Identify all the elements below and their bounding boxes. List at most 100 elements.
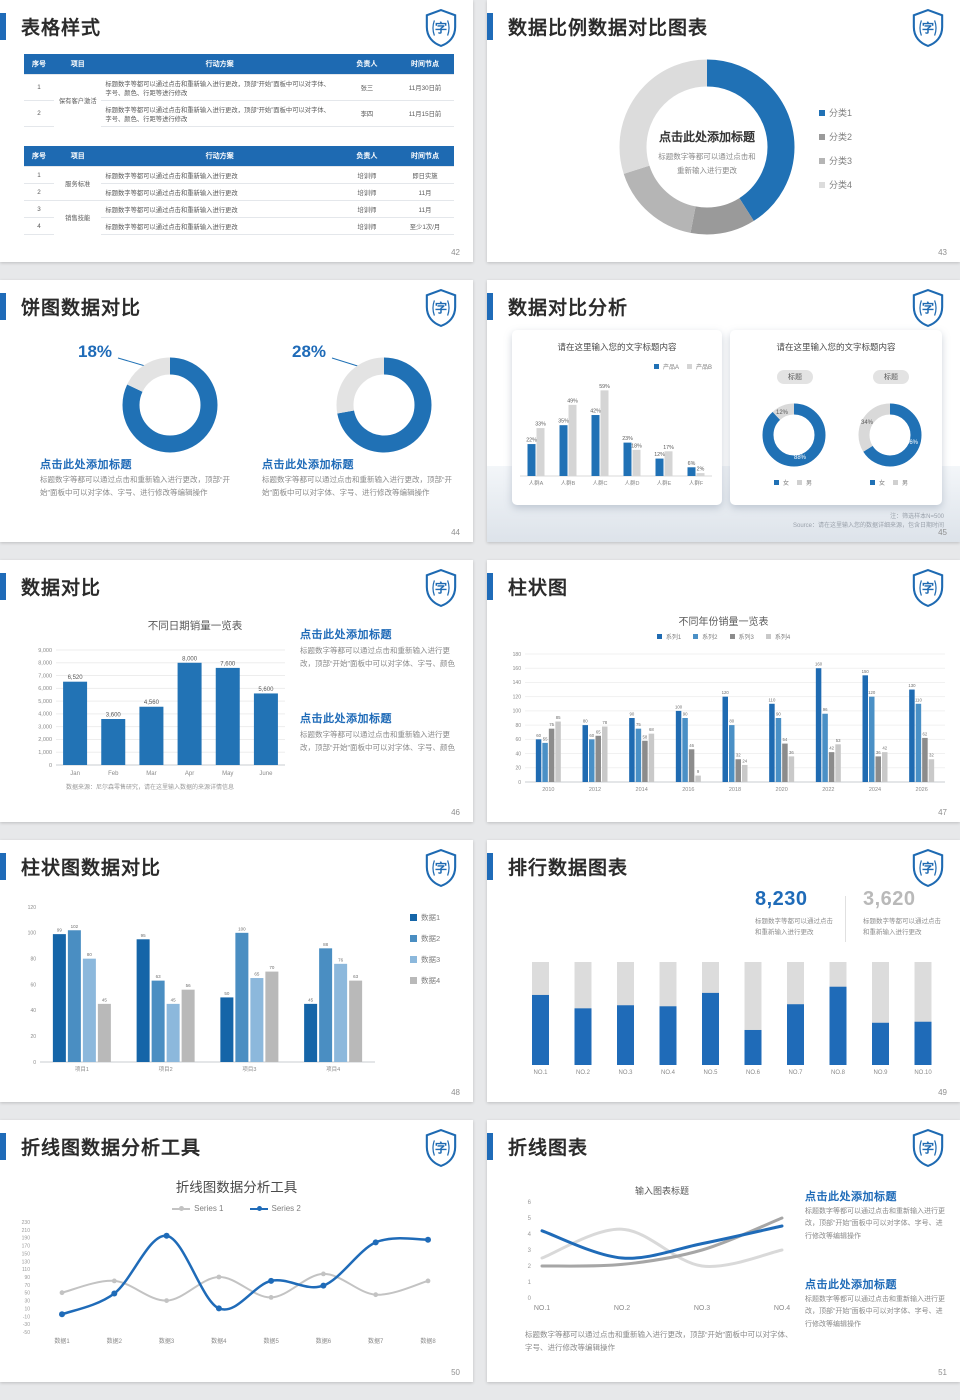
x-tick-label: 数据5 [263,1337,279,1345]
chart-bar [542,742,548,782]
table-cell: 1 [24,166,55,184]
chart-bar [617,1005,634,1065]
slide-42[interactable]: 表格样式 字 序号 项目 行动方案 负责人 时间节点 1 保有客户激活 标题数字等都可以通过点… [0,0,473,262]
x-tick-label: NO.10 [914,1070,932,1076]
y-tick-label: 30 [24,1299,30,1305]
brand-logo-icon: 字 [911,568,945,612]
slide-45[interactable]: 数据对比分析 字 请在这里输入您的文字标题内容 产品A 产品B 22% 33% 人群A… [487,280,960,542]
y-tick-label: 1,000 [38,750,52,756]
legend-item: 男 [893,478,908,487]
line-series-path [540,1224,784,1260]
chart-bar [702,992,719,1065]
chart-bar [729,725,735,782]
legend-label: 女 [783,481,790,487]
table-cell: 服务标准 [54,166,102,201]
x-tick-label: May [222,771,233,777]
legend-item: 数据3 [410,954,440,965]
x-tick-label: NO.6 [746,1070,761,1076]
chart-bar [695,775,701,782]
line-point-dot [216,1274,222,1280]
chart-bar [101,719,126,765]
bar-value-label: 75 [549,722,554,727]
y-tick-label: 7,000 [38,673,52,679]
legend-label: 分类4 [829,180,853,190]
chart-bar [744,1029,762,1065]
bar-value-label: 45 [171,997,177,1002]
x-tick-label: NO.4 [661,1070,676,1076]
y-tick-label: 3 [528,1248,532,1254]
table-header-cell: 行动方案 [101,146,338,167]
x-tick-label: 2026 [916,787,928,793]
chart-bar [602,726,608,782]
y-tick-label: 5 [528,1216,532,1222]
chart-bar [742,764,748,782]
table-cell: 保有客户激活 [54,74,102,127]
slide-title: 折线图表 [508,1138,589,1159]
table-row: 1 服务标准 标题数字等都可以通过点击和重新输入进行更改 培训师 即日实施 [24,166,454,201]
chart-bar [659,1006,677,1065]
y-tick-label: 170 [22,1244,31,1250]
chart-bar [166,1003,180,1062]
y-tick-label: 130 [22,1259,31,1265]
slide-49[interactable]: 排行数据图表 字 8,230 标题数字等都可以通过点击和重新输入进行更改 3,6… [487,840,960,1102]
chart-bar [63,681,88,765]
table-cell: 标题数字等都可以通过点击和重新输入进行更改 [101,200,338,218]
y-tick-label: 2,000 [38,737,52,743]
chart-bar [822,713,828,782]
legend-label: 分类1 [829,108,853,118]
svg-text:字: 字 [922,861,934,876]
bar-value-label: 56 [186,983,192,988]
legend-label: 产品B [695,365,712,371]
chart-bar [304,1003,318,1062]
chart-bar [582,725,588,782]
slide-46[interactable]: 数据对比 字 不同日期销量一览表 9,000 8,000 7,000 6,000 5,0… [0,560,473,822]
y-tick-label: 20 [30,1034,36,1040]
source-note: 数据来源：尼尔森零售研究，请在这里输入数据的来源详情信息 [66,785,235,791]
block-heading: 点击此处添加标题 [262,459,354,471]
chart-bar [151,980,165,1062]
slide-47[interactable]: 柱状图 字 不同年份销量一览表 系列1 系列2 系列3 系列4 0 20 40 60 80 10… [487,560,960,822]
svg-text:字: 字 [922,301,934,316]
chart-bar [815,668,822,782]
legend-label: 数据1 [421,913,441,922]
slide-44[interactable]: 饼图数据对比 字 18% 28% 点击此处添加标题 标题数字等都可以通过点击和重… [0,280,473,542]
bar-value-label: 59% [599,384,610,390]
legend-swatch-icon [410,914,417,921]
chart-bar [869,696,875,782]
series-legend: 系列1 系列2 系列3 系列4 [487,632,960,641]
slide-48[interactable]: 柱状图数据对比 字 0 20 40 60 80 100 120 99 102 80 45 项目1 95 6… [0,840,473,1102]
y-tick-label: 40 [515,751,521,757]
bar-value-label: 50 [224,991,230,996]
bar-value-label: 130 [908,683,916,688]
legend-swatch-icon [893,480,899,485]
x-tick-label: 人群A [529,479,544,487]
line-series-path [540,1227,784,1268]
bar-value-label: 54 [783,737,788,742]
slide-title: 柱状图 [508,578,569,599]
brand-logo-icon: 字 [911,288,945,332]
table-cell: 标题数字等都可以通过点击和重新输入进行更改 [101,217,338,235]
stat-divider [845,896,846,942]
chart-bar [782,743,788,782]
legend-label: 系列2 [702,635,718,641]
table-header-cell: 项目 [54,146,102,167]
bar-value-label: 75 [636,722,641,727]
title-accent-bar [487,853,493,880]
bar-value-label: 90 [683,712,688,717]
chart-bar [909,689,915,782]
brand-logo-icon: 字 [424,288,458,332]
chart-bar [527,444,536,476]
line-series-path [60,1234,430,1316]
legend-label: 男 [806,481,813,487]
chart-bar [696,473,705,476]
card-title: 请在这里输入您的文字标题内容 [776,342,896,352]
slide-51[interactable]: 折线图表 字 输入图表标题 6 5 4 3 2 1 0 NO.1 NO.2 NO.3 NO.4 标题… [487,1120,960,1382]
slide-50[interactable]: 折线图数据分析工具 字 折线图数据分析工具 Series 1 Series 2 2… [0,1120,473,1382]
table-cell: 销售技能 [54,200,102,235]
slide-43[interactable]: 数据比例数据对比图表 字 点击此处添加标题 标题数字等都可以通过点击和 重新输入… [487,0,960,262]
brand-logo-icon: 字 [911,848,945,892]
y-tick-label: -10 [23,1314,30,1320]
legend-swatch-icon [819,109,825,116]
line-point-dot [111,1290,118,1297]
bar-value-label: 6,520 [68,675,84,681]
